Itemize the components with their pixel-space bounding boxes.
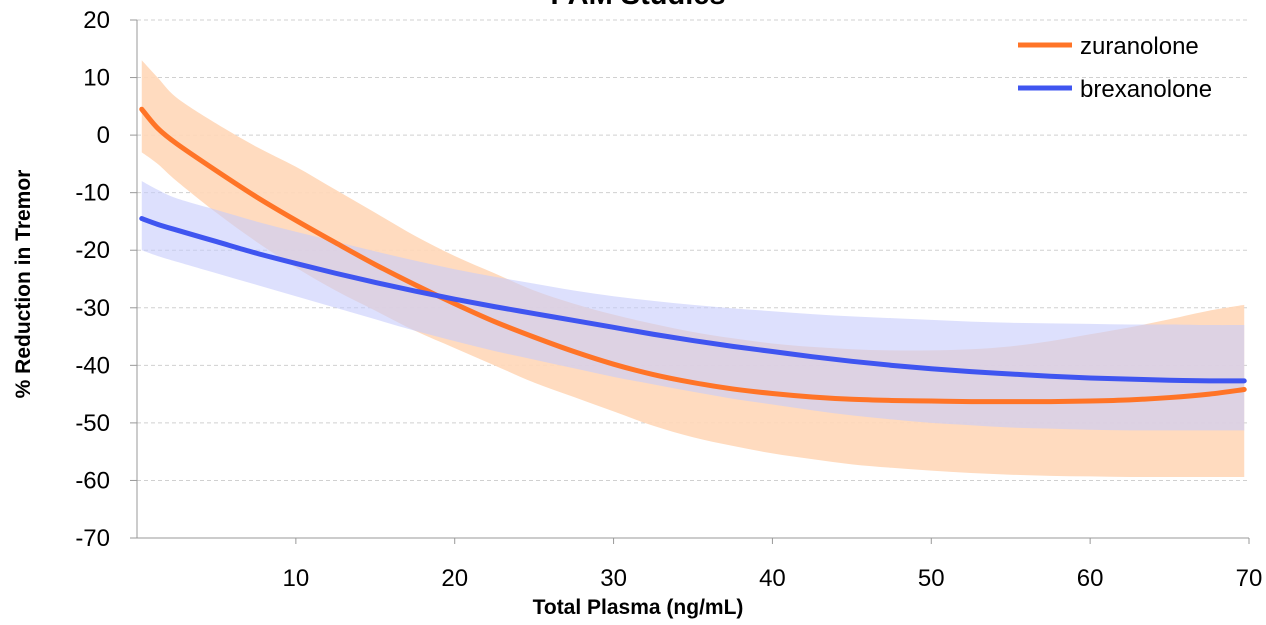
x-tick-label: 60 [1077,565,1104,592]
x-tick-label: 70 [1236,565,1263,592]
chart-title: PAM Studies [550,0,725,11]
confidence-band-brexanolone [141,181,1245,431]
x-tick-label: 10 [283,565,310,592]
legend: zuranolone brexanolone [1018,33,1212,103]
axes [136,20,1249,539]
y-tick-label: -20 [75,237,110,264]
y-tick-label: 0 [97,122,110,149]
series-line-zuranolone [139,106,1247,405]
y-tick-label: 10 [83,65,110,92]
x-tick-label: 30 [600,565,627,592]
x-tick-label: 50 [918,565,945,592]
legend-label-zuranolone: zuranolone [1080,33,1199,60]
y-axis-title: % Reduction in Tremor [12,170,35,399]
x-tick-label: 20 [441,565,468,592]
y-tick-label: -60 [75,467,110,494]
y-tick-label: 20 [83,7,110,34]
y-tick-label: -10 [75,180,110,207]
y-tick-label: -70 [75,525,110,552]
legend-label-brexanolone: brexanolone [1080,76,1212,103]
y-axis-ticks: 20 10 0 -10 -20 -30 -40 -50 -60 -70 [75,7,137,552]
x-axis-title: Total Plasma (ng/mL) [533,596,744,619]
x-axis-ticks: 10 20 30 40 50 60 70 [283,538,1263,592]
y-tick-label: -30 [75,295,110,322]
y-tick-label: -50 [75,410,110,437]
y-tick-label: -40 [75,352,110,379]
series-lines [139,106,1247,405]
series-line-brexanolone [139,216,1247,384]
x-tick-label: 40 [759,565,786,592]
